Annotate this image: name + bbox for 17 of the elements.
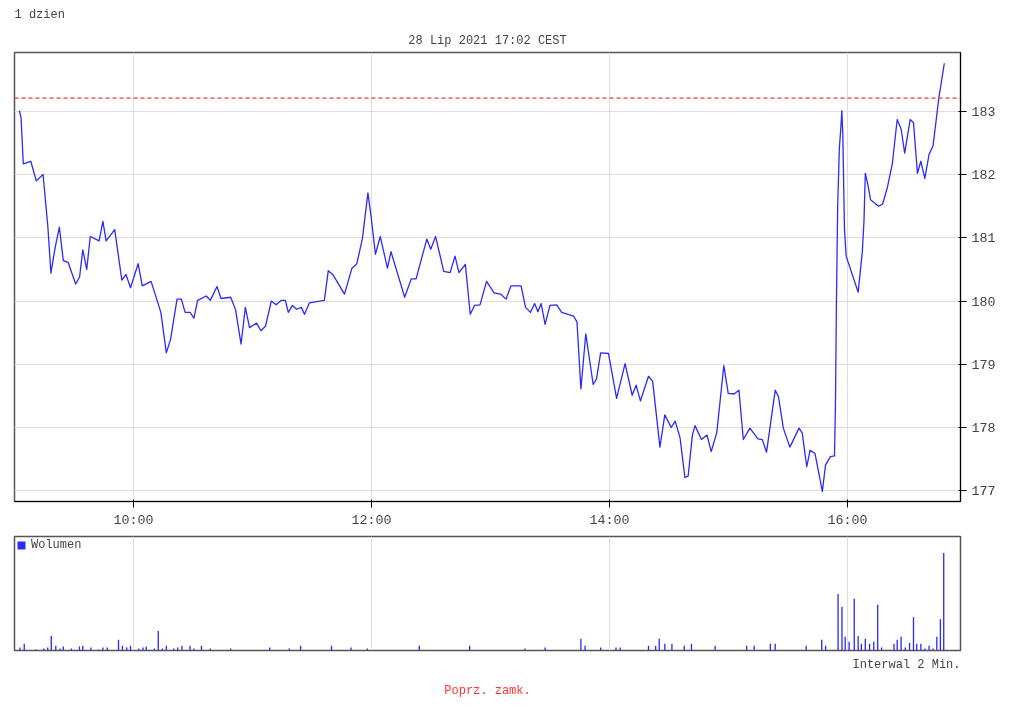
x-tick-label: 16:00 <box>827 512 868 528</box>
y-tick-label: 178 <box>971 421 996 437</box>
y-tick-label: 181 <box>971 231 996 247</box>
y-tick-label: 179 <box>971 357 996 373</box>
line-series <box>18 62 945 493</box>
y-tick-label: 183 <box>971 104 996 120</box>
x-tick-label: 10:00 <box>113 512 154 528</box>
chart-title: 1 dzien <box>14 7 65 22</box>
ref-line-label: Poprz. zamk. <box>444 683 531 698</box>
y-tick-label: 180 <box>971 294 996 310</box>
chart-subtitle: 28 Lip 2021 17:02 CEST <box>408 33 567 48</box>
text: Interwal 2 Min. <box>852 657 961 672</box>
x-tick-label: 14:00 <box>589 512 630 528</box>
legend-label: Wolumen <box>31 538 82 552</box>
y-tick-label: 177 <box>971 484 996 500</box>
x-tick-label: 12:00 <box>351 512 392 528</box>
y-tick-label: 182 <box>971 168 996 184</box>
